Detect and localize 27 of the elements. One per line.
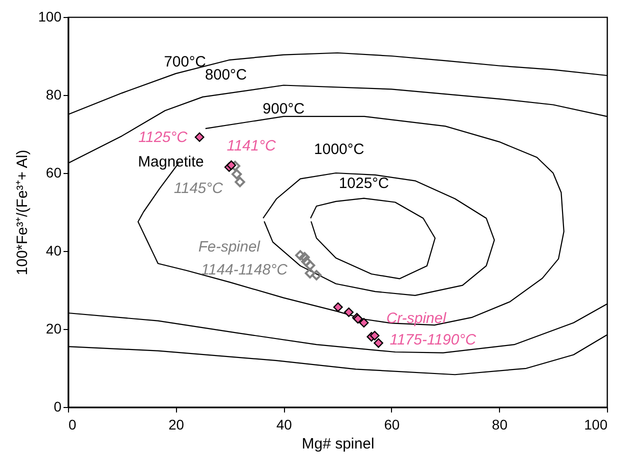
y-tick-label: 100 bbox=[38, 8, 62, 24]
annotation: 1025°C bbox=[338, 175, 390, 192]
x-axis-title: Mg# spinel bbox=[302, 436, 374, 452]
x-tick-label: 80 bbox=[492, 416, 508, 432]
y-tick-label: 60 bbox=[46, 164, 62, 180]
annotation: 1144-1148°C bbox=[201, 261, 288, 278]
x-tick-label: 100 bbox=[584, 416, 608, 432]
x-tick-label: 0 bbox=[68, 416, 76, 432]
annotation: Magnetite bbox=[138, 153, 204, 170]
y-tick-label: 80 bbox=[46, 86, 62, 102]
annotation: 1125°C bbox=[138, 129, 188, 146]
annotation: 1145°C bbox=[174, 180, 224, 197]
x-tick-label: 40 bbox=[276, 416, 292, 432]
y-tick-label: 0 bbox=[54, 398, 62, 414]
annotation: 900°C bbox=[262, 100, 305, 118]
y-tick-label: 20 bbox=[46, 320, 62, 336]
y-axis-title: 100*Fe³⁺/(Fe³⁺+ Al) bbox=[14, 150, 32, 276]
y-tick-label: 40 bbox=[46, 242, 62, 258]
x-tick-label: 20 bbox=[168, 416, 184, 432]
annotation: 700°C bbox=[164, 53, 206, 70]
annotation: 800°C bbox=[204, 66, 248, 84]
annotation: 1175-1190°C bbox=[390, 332, 476, 349]
annotation: 1141°C bbox=[226, 138, 276, 155]
annotation: Cr-spinel bbox=[386, 310, 447, 328]
x-tick-label: 60 bbox=[384, 416, 400, 432]
annotation: 1000°C bbox=[314, 140, 364, 158]
annotation: Fe-spinel bbox=[198, 238, 261, 256]
